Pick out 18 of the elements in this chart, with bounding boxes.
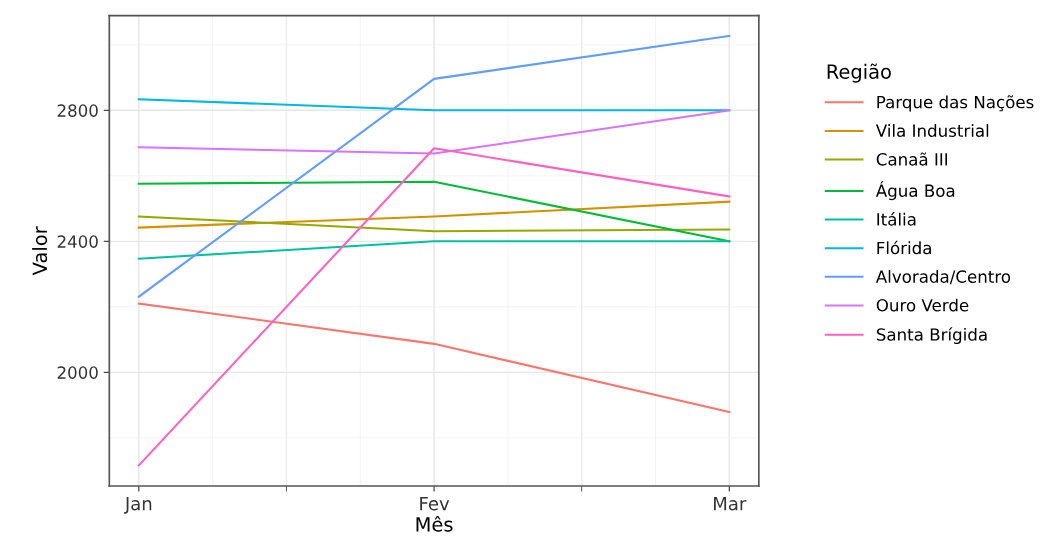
- legend-label: Flórida: [877, 240, 931, 255]
- legend-title: Região: [827, 63, 891, 83]
- legend-label: Alvorada/Centro: [875, 270, 1011, 285]
- x-tick-label: Fev: [420, 496, 450, 511]
- y-axis-title: Valor: [32, 226, 48, 276]
- legend-label: Ouro Verde: [876, 298, 969, 312]
- x-tick-label: Jan: [123, 496, 152, 514]
- x-axis-title: Mês: [416, 515, 453, 532]
- y-tick-label: 2000: [57, 366, 98, 379]
- x-tick-label: Mar: [714, 496, 747, 511]
- legend-label: Vila Industrial: [875, 124, 989, 137]
- legend-label: Itália: [877, 212, 916, 226]
- y-tick-label: 2400: [57, 235, 98, 248]
- legend-label: Canaã III: [876, 152, 948, 166]
- y-tick-label: 2800: [57, 104, 98, 117]
- legend-label: Parque das Nações: [877, 95, 1034, 112]
- legend-label: Água Boa: [875, 181, 955, 201]
- legend-label: Santa Brígida: [876, 327, 987, 345]
